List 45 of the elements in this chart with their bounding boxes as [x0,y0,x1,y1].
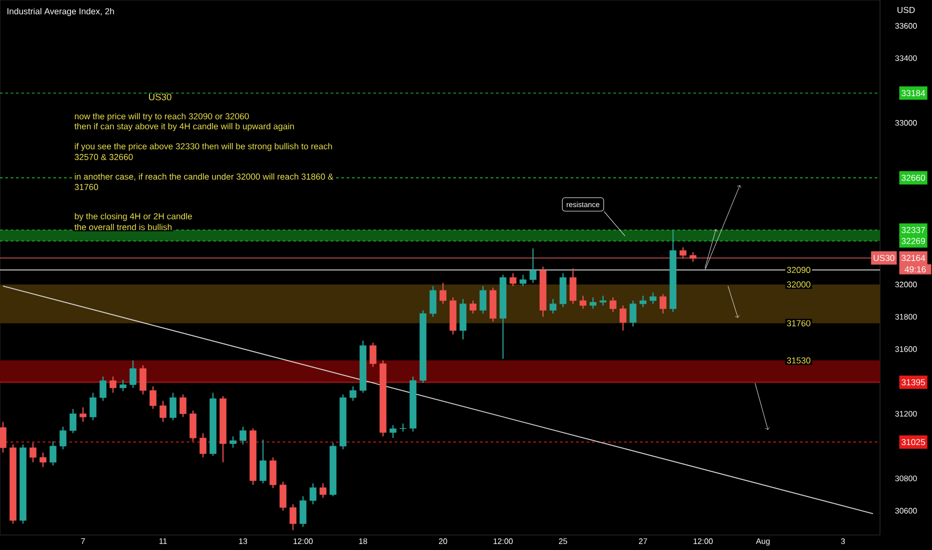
x-tick-label: 12:00 [694,538,713,544]
x-tick-label: 11 [159,538,167,544]
ref-line-label: 33184 [902,90,926,96]
x-tick-label: 25 [558,538,568,544]
y-axis-title: USD [898,6,915,14]
text: 49:16 [904,266,926,272]
x-tick-label: 12:00 [294,538,313,544]
x-tick-label: Aug [756,538,770,546]
x-tick-label: 18 [359,538,368,544]
annotation: in another case, if reach the candle under 32000 will reach 31860 & [74,173,334,181]
annotation: 31760 [74,184,98,190]
y-tick-label: 33000 [895,120,917,126]
annotation: the overall trend is bullish [74,224,172,230]
x-tick-label: 20 [438,538,448,544]
annotation: 32570 & 32660 [74,154,133,160]
annotation: now the price will try to reach 32090 or 32060 [74,112,249,122]
annotation: if you see the price above 32330 then will be strong bullish to reach [74,142,332,152]
ref-line-label: 32269 [902,238,925,244]
y-tick-label: 30600 [895,508,917,514]
annotation: 31530 [786,357,810,364]
x-tick-label: 13 [239,538,248,544]
x-tick-label: 3 [841,538,845,544]
y-tick-label: 31600 [895,346,917,352]
ref-line-label: 31025 [902,439,926,446]
y-tick-label: 33600 [895,23,917,29]
annotation: US30 [874,254,894,262]
annotation: 32090 [786,266,810,273]
ref-line-label: 31395 [902,379,926,386]
ref-line-label: 32164 [902,254,926,262]
annotation: by the closing 4H or 2H candle [74,212,192,222]
y-tick-label: 30800 [895,476,917,482]
x-tick-label: 12:00 [494,538,513,544]
ref-line-label: 32660 [902,174,926,181]
y-tick-label: 31800 [895,314,917,320]
annotation: 31760 [786,320,810,326]
y-tick-label: 32000 [895,282,917,288]
x-tick-label: 7 [81,538,85,544]
y-tick-label: 31200 [895,410,917,417]
annotation: then if can stay above it by 4H candle will b upward again [74,122,294,132]
ref-line-label: 32337 [902,226,925,234]
y-tick-label: 33400 [895,55,917,62]
text: Industrial Average Index, 2h [8,8,114,16]
annotation: US30 [149,94,172,100]
x-tick-label: 27 [638,538,648,544]
annotation: 32000 [786,281,810,288]
